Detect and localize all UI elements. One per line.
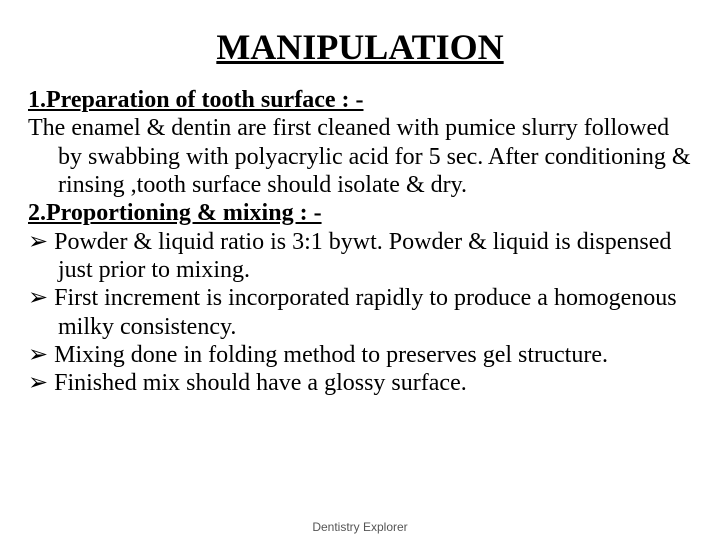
bullet-text-2: Mixing done in folding method to preserv… xyxy=(54,342,608,368)
bullet-item-2: ➢ Mixing done in folding method to prese… xyxy=(28,341,692,369)
section-1-heading-line: 1.Preparation of tooth surface : - xyxy=(28,86,692,114)
bullet-icon: ➢ xyxy=(28,370,48,396)
content-block: 1.Preparation of tooth surface : - The e… xyxy=(28,86,692,397)
bullet-text-1: First increment is incorporated rapidly … xyxy=(54,285,677,339)
section-2-heading: 2.Proportioning & mixing : - xyxy=(28,200,322,226)
bullet-icon: ➢ xyxy=(28,229,48,255)
bullet-text-0: Powder & liquid ratio is 3:1 bywt. Powde… xyxy=(48,229,671,283)
bullet-icon: ➢ xyxy=(28,342,48,368)
bullet-icon: ➢ xyxy=(28,285,48,311)
section-1-heading: 1.Preparation of tooth surface : - xyxy=(28,87,363,113)
bullet-item-3: ➢ Finished mix should have a glossy surf… xyxy=(28,369,692,397)
bullet-item-1: ➢ First increment is incorporated rapidl… xyxy=(28,284,692,341)
bullet-item-0: ➢ Powder & liquid ratio is 3:1 bywt. Pow… xyxy=(28,228,692,285)
section-1-body: The enamel & dentin are first cleaned wi… xyxy=(28,114,692,199)
footer-text: Dentistry Explorer xyxy=(0,520,720,534)
bullet-text-3: Finished mix should have a glossy surfac… xyxy=(54,370,467,396)
section-2-heading-line: 2.Proportioning & mixing : - xyxy=(28,199,692,227)
page-title: MANIPULATION xyxy=(28,26,692,68)
